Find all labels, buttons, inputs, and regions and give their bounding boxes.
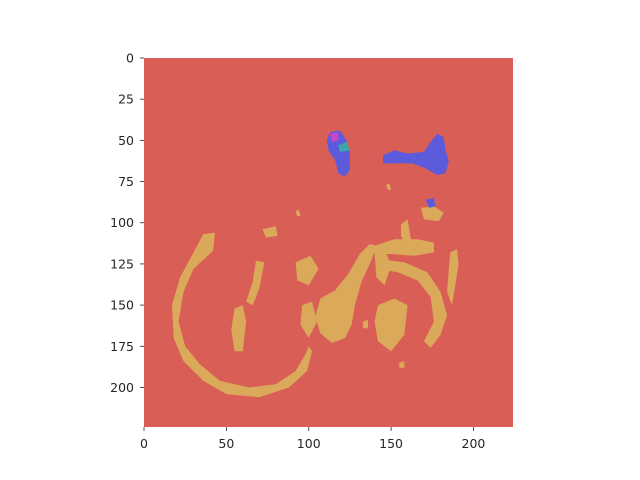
region-person-20	[425, 198, 436, 208]
region-magenta-21	[330, 132, 339, 142]
y-tick-label: 200	[110, 380, 134, 395]
region-object-10	[401, 219, 411, 246]
y-tick-label: 100	[110, 215, 134, 230]
x-tick-label: 200	[462, 436, 486, 451]
region-object-8	[374, 298, 408, 352]
region-object-5	[315, 244, 377, 343]
y-tick-label: 0	[126, 51, 134, 66]
region-object-6	[369, 239, 434, 256]
x-tick-label: 100	[297, 436, 321, 451]
region-person-19	[382, 133, 449, 175]
region-object-11	[420, 206, 444, 222]
y-axis: 0 25 50 75 100 125 150 175 200	[110, 51, 144, 395]
region-object-15	[386, 183, 392, 190]
x-tick-label: 150	[379, 436, 403, 451]
y-tick-label: 175	[110, 339, 134, 354]
region-person-18	[326, 130, 350, 177]
x-tick-label: 0	[140, 436, 148, 451]
region-object-13	[262, 226, 278, 238]
x-tick-label: 50	[218, 436, 234, 451]
y-tick-label: 150	[110, 298, 134, 313]
region-object-2	[231, 305, 247, 352]
region-object-4	[300, 301, 317, 338]
region-object-12	[447, 249, 459, 306]
y-tick-label: 125	[110, 256, 134, 271]
region-object-3	[295, 255, 319, 286]
x-axis: 0 50 100 150 200	[140, 427, 485, 451]
plot-area	[144, 58, 513, 427]
region-object-14	[295, 209, 301, 217]
y-tick-label: 75	[118, 174, 134, 189]
region-object-16	[363, 319, 368, 329]
region-object-1	[246, 260, 265, 306]
region-object-17	[399, 361, 405, 368]
y-tick-label: 25	[118, 92, 134, 107]
region-teal-22	[338, 142, 350, 152]
segmentation-regions	[172, 130, 459, 398]
y-tick-label: 50	[118, 133, 134, 148]
region-object-9	[377, 259, 448, 348]
